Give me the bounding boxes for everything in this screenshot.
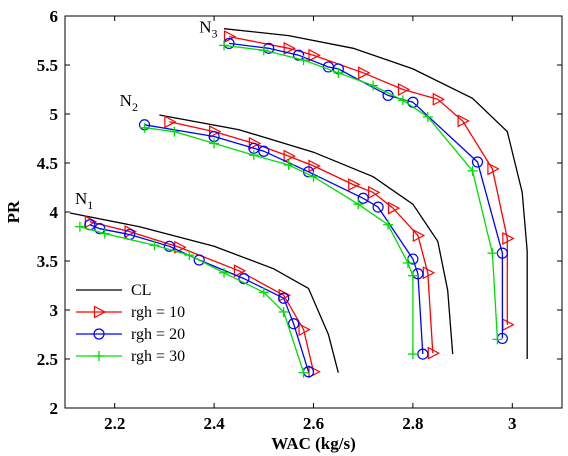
- annotation-base: N: [199, 18, 211, 37]
- legend-label: rgh = 30: [131, 348, 185, 365]
- x-tick-label: 2.4: [203, 414, 225, 433]
- y-tick-label: 2.5: [37, 350, 58, 369]
- y-axis-label: PR: [4, 200, 23, 223]
- annotation-subscript: 3: [211, 27, 217, 41]
- speed-line-label: N1: [75, 189, 93, 212]
- marker-triangle: [387, 201, 401, 215]
- marker-triangle: [358, 66, 371, 80]
- marker-triangle: [93, 305, 107, 319]
- plot-area: [64, 15, 563, 409]
- series-line: [223, 44, 499, 340]
- series-line: [223, 28, 528, 359]
- annotation-base: N: [120, 91, 132, 110]
- marker-triangle: [397, 83, 411, 96]
- marker-triangle: [487, 162, 500, 176]
- series-line: [169, 121, 434, 354]
- y-tick-label: 5.5: [37, 56, 58, 75]
- annotation-subscript: 1: [87, 198, 93, 212]
- x-tick-label: 2.2: [104, 414, 125, 433]
- marker-triangle: [412, 229, 426, 243]
- marker-triangle: [457, 114, 470, 128]
- marker-triangle: [308, 365, 321, 379]
- marker-triangle: [209, 125, 222, 139]
- y-tick-label: 4: [50, 203, 59, 222]
- marker-triangle: [233, 264, 247, 278]
- series-line: [228, 35, 508, 325]
- marker-triangle: [283, 41, 296, 55]
- marker-circle: [471, 156, 484, 168]
- series-line: [79, 226, 305, 373]
- marker-circle: [238, 273, 250, 285]
- marker-circle: [288, 318, 300, 330]
- series-line: [69, 212, 339, 373]
- legend: CL rgh = 10 rgh = 20 rgh = 30: [76, 282, 185, 365]
- y-tick-label: 4.5: [37, 154, 58, 173]
- series-line: [144, 124, 424, 355]
- marker-triangle: [298, 323, 311, 337]
- speed-line-label: N2: [120, 91, 138, 114]
- legend-label: rgh = 10: [131, 304, 185, 321]
- marker-triangle: [502, 231, 515, 245]
- marker-triangle: [248, 136, 262, 150]
- marker-triangle: [164, 115, 177, 129]
- marker-triangle: [432, 92, 446, 106]
- series-line: [159, 114, 454, 355]
- marker-circle: [278, 292, 290, 304]
- marker-circle: [93, 328, 105, 340]
- speed-line-label: N3: [199, 18, 217, 41]
- annotation-base: N: [75, 189, 87, 208]
- legend-label: rgh = 20: [131, 326, 185, 343]
- marker-triangle: [223, 30, 237, 44]
- marker-circle: [357, 192, 369, 204]
- y-tick-label: 5: [50, 105, 59, 124]
- y-tick-label: 2: [50, 399, 59, 418]
- marker-circle: [193, 254, 205, 266]
- y-tick-label: 3: [50, 301, 59, 320]
- y-tick-label: 6: [50, 7, 59, 26]
- x-tick-label: 2.8: [402, 414, 423, 433]
- x-axis-label: WAC (kg/s): [271, 434, 356, 453]
- annotation-subscript: 2: [132, 100, 138, 114]
- series-line: [89, 221, 315, 372]
- marker-triangle: [308, 48, 321, 62]
- series-3: [74, 40, 503, 378]
- marker-triangle: [283, 149, 296, 163]
- marker-circle: [258, 145, 270, 157]
- y-tick-label: 3.5: [37, 252, 58, 271]
- series-0: [69, 28, 528, 373]
- x-tick-label: 3: [508, 414, 517, 433]
- x-tick-label: 2.6: [303, 414, 324, 433]
- marker-triangle: [348, 178, 361, 192]
- marker-circle: [163, 240, 175, 252]
- marker-triangle: [308, 159, 321, 173]
- marker-circle: [372, 201, 384, 213]
- marker-triangle: [368, 185, 381, 199]
- legend-label: CL: [131, 282, 151, 299]
